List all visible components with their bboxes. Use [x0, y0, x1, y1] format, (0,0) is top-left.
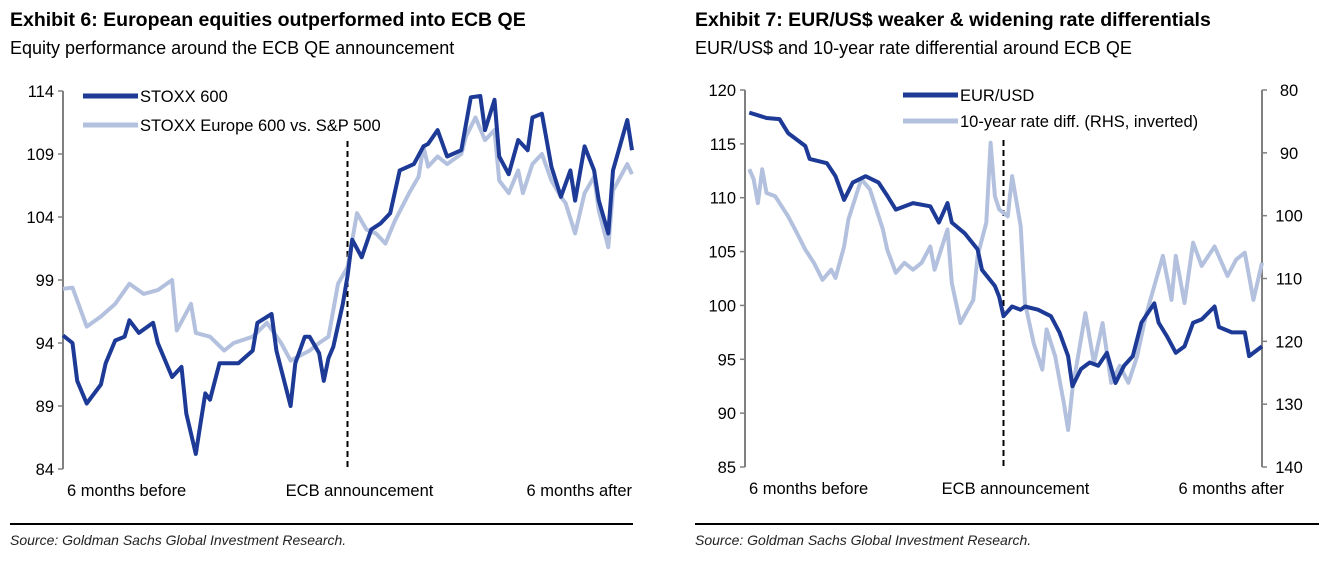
y-tick-label: 110	[710, 190, 736, 208]
y-tick-label: 95	[718, 351, 736, 369]
y-tick-label: 109	[26, 146, 54, 164]
exhibit-6-divider	[10, 523, 633, 525]
y-tick-label: 90	[718, 405, 736, 423]
y-tick-label: 105	[708, 244, 736, 262]
exhibit-6-source: Source: Goldman Sachs Global Investment …	[10, 532, 347, 548]
y2-tick-label: 80	[1280, 82, 1298, 100]
y2-tick-label: 120	[1275, 333, 1303, 351]
exhibit-7-source: Source: Goldman Sachs Global Investment …	[695, 532, 1032, 548]
y-tick-label: 99	[36, 272, 54, 290]
exhibit-7-panel: Exhibit 7: EUR/US$ weaker & widening rat…	[695, 0, 1320, 564]
y-tick-label: 94	[36, 335, 54, 353]
legend-label: 10-year rate diff. (RHS, inverted)	[960, 113, 1198, 131]
y2-tick-label: 130	[1275, 396, 1303, 414]
y2-tick-label: 100	[1275, 208, 1303, 226]
legend-label: STOXX 600	[140, 88, 228, 106]
exhibit-7-divider	[695, 523, 1319, 525]
y-tick-label: 85	[718, 459, 736, 477]
series-line-eur-usd	[748, 110, 1264, 389]
x-tick-label: 6 months after	[1179, 480, 1285, 498]
x-tick-label: ECB announcement	[286, 482, 434, 500]
legend-label: EUR/USD	[960, 87, 1034, 105]
x-tick-label: 6 months before	[749, 480, 868, 498]
y-tick-label: 115	[710, 136, 736, 154]
exhibit-6-title: Exhibit 6: European equities outperforme…	[10, 9, 526, 31]
y-tick-label: 120	[708, 82, 736, 100]
y-tick-label: 100	[708, 297, 736, 315]
y2-tick-label: 140	[1275, 459, 1303, 477]
legend-label: STOXX Europe 600 vs. S&P 500	[140, 117, 381, 135]
y2-tick-label: 90	[1280, 145, 1298, 163]
y-tick-label: 114	[28, 83, 54, 101]
y-tick-label: 84	[36, 461, 54, 479]
y-tick-label: 104	[26, 209, 54, 227]
exhibit-7-title: Exhibit 7: EUR/US$ weaker & widening rat…	[695, 9, 1211, 31]
x-tick-label: 6 months before	[67, 482, 186, 500]
exhibit-6-panel: Exhibit 6: European equities outperforme…	[10, 0, 635, 564]
exhibit-7-subtitle: EUR/US$ and 10-year rate differential ar…	[695, 38, 1132, 58]
y-tick-label: 89	[36, 398, 54, 416]
series-line-10-year-rate-diff-rhs-inverted-	[747, 140, 1264, 432]
exhibit-6-subtitle: Equity performance around the ECB QE ann…	[10, 38, 455, 58]
y2-tick-label: 110	[1276, 271, 1302, 289]
x-tick-label: 6 months after	[527, 482, 633, 500]
series-line-stoxx-600	[61, 94, 634, 456]
x-tick-label: ECB announcement	[942, 480, 1090, 498]
